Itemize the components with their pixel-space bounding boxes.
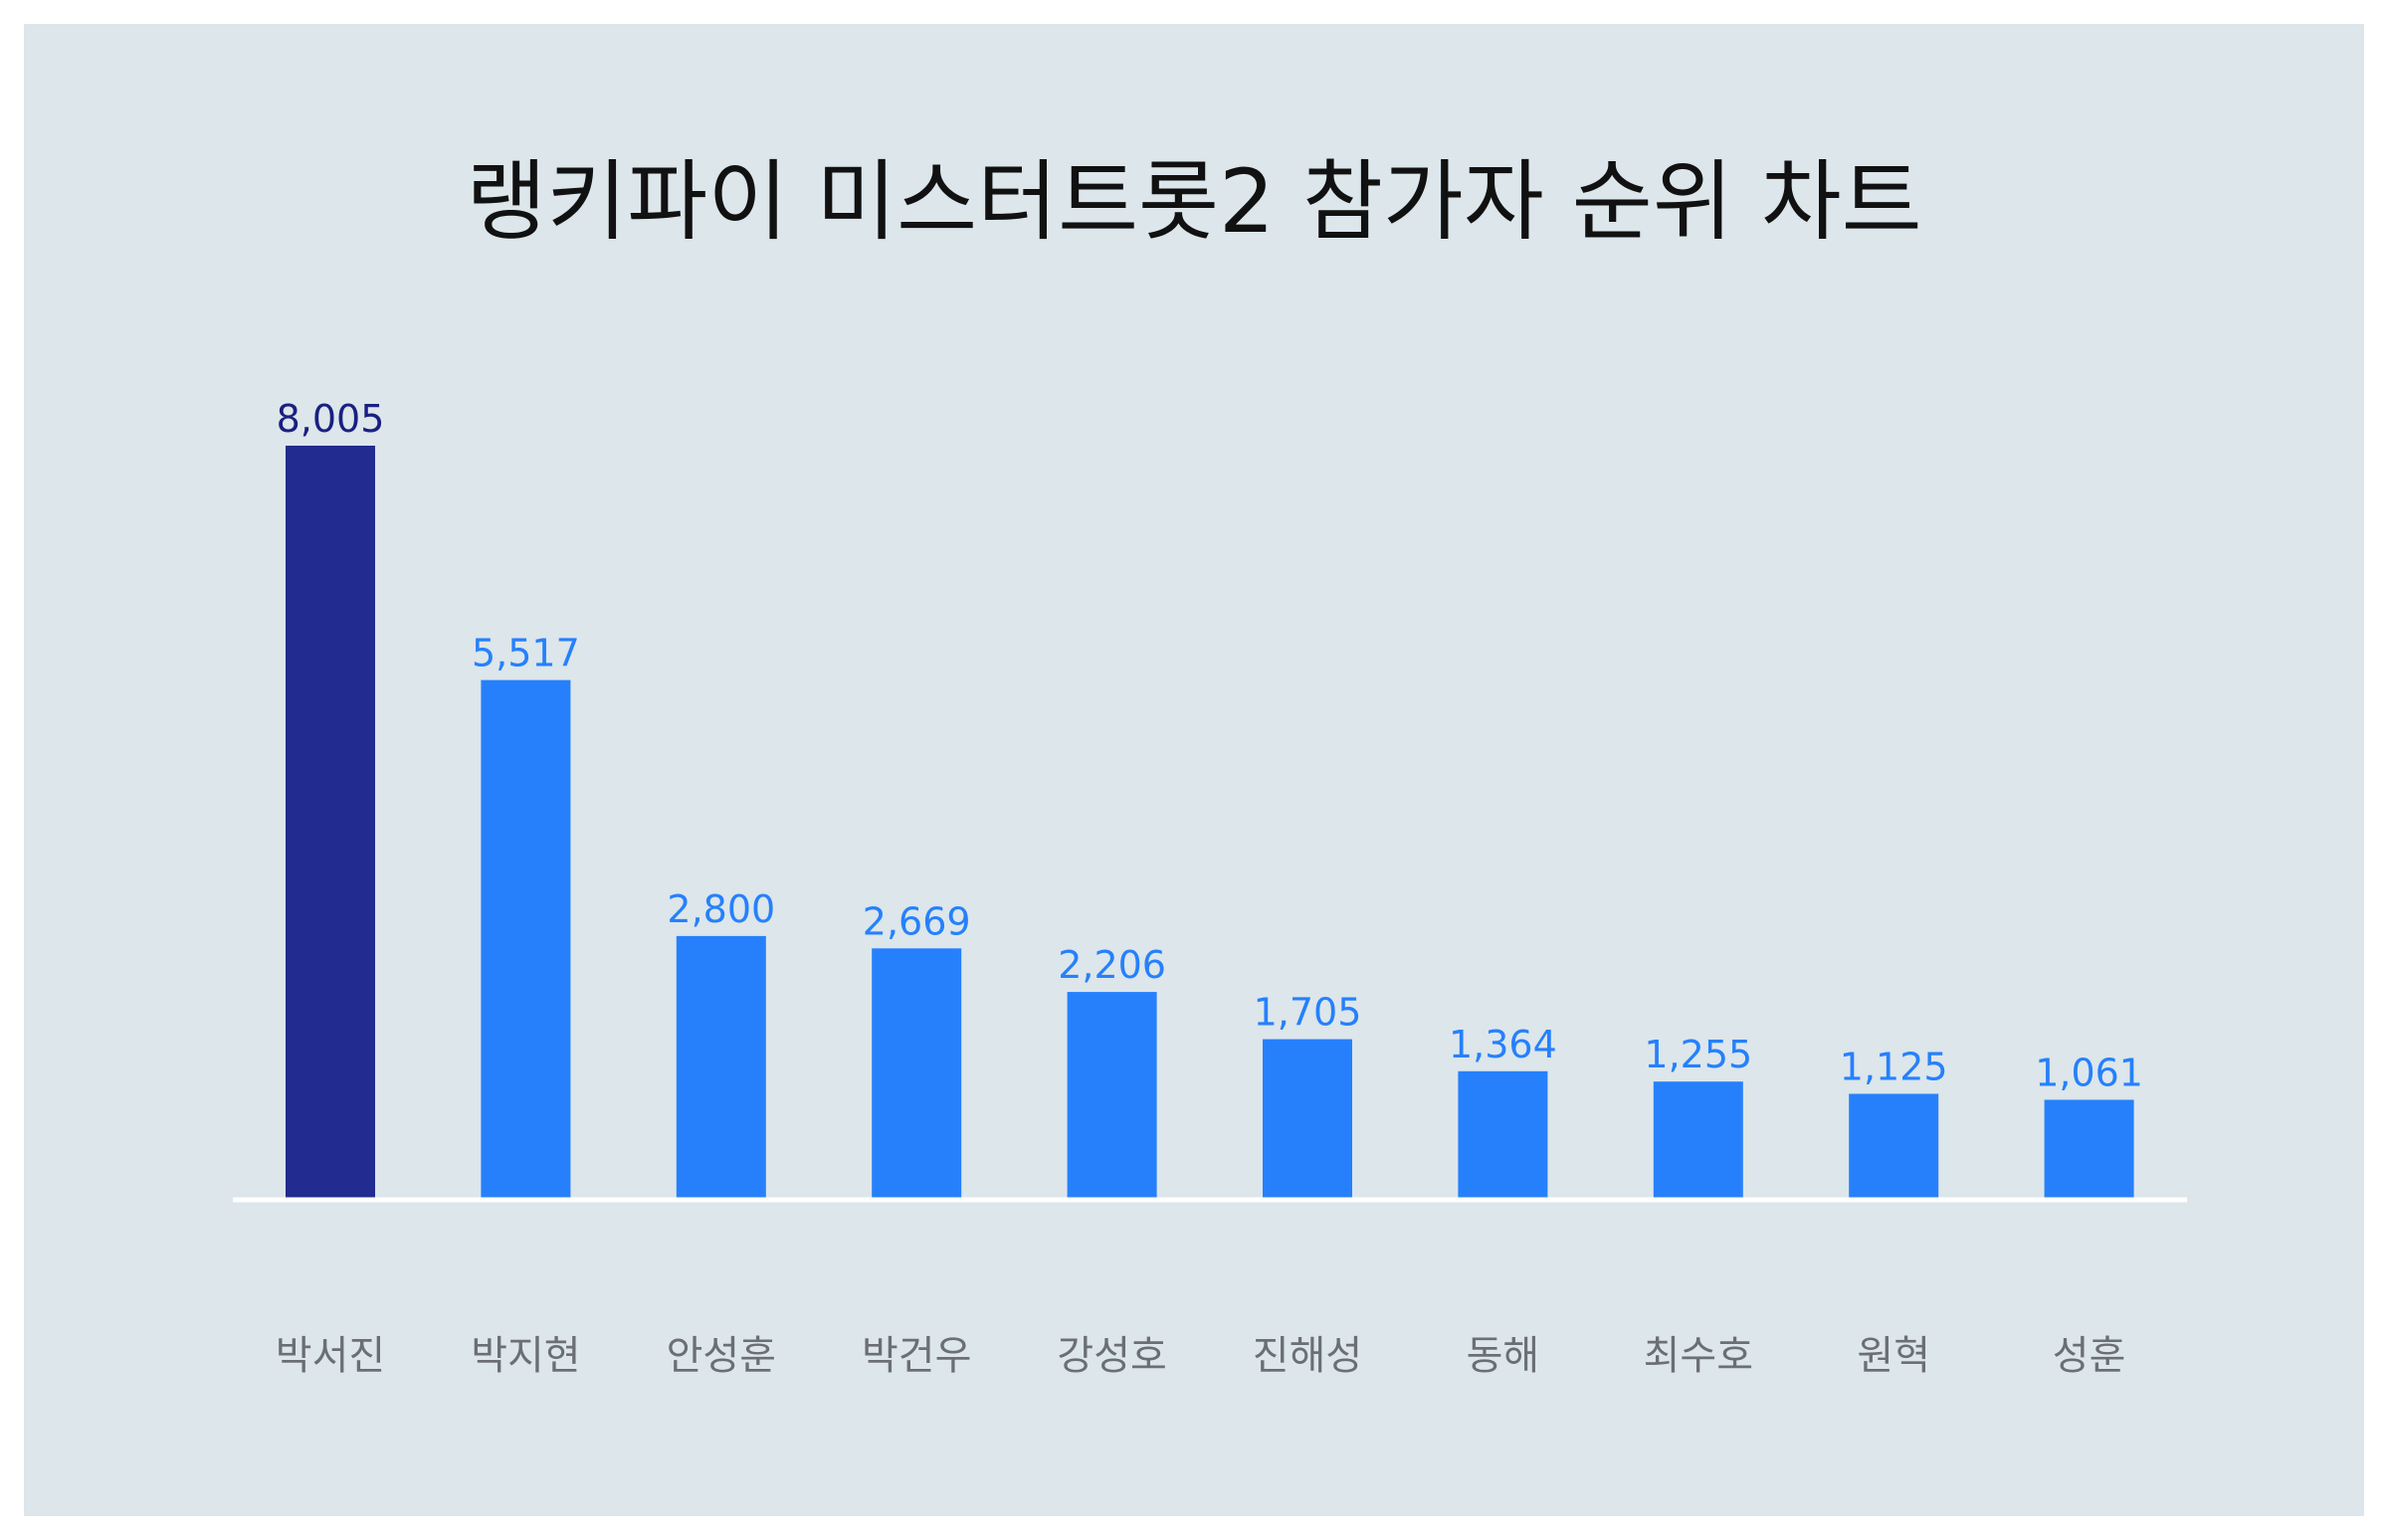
x-tick-label: 강성호 (1057, 1333, 1166, 1379)
bar-안성훈 (676, 935, 766, 1200)
x-tick-label: 성훈 (2053, 1333, 2126, 1379)
data-label: 1,705 (1254, 991, 1362, 1035)
x-tick-label: 박지현 (471, 1333, 580, 1379)
data-label: 1,255 (1644, 1033, 1752, 1076)
data-label: 1,125 (1840, 1046, 1948, 1089)
x-tick-label: 최수호 (1644, 1333, 1753, 1379)
bar-강성호 (1067, 992, 1157, 1200)
data-label: 2,206 (1058, 943, 1166, 987)
data-label: 2,669 (863, 899, 971, 943)
data-label: 1,364 (1449, 1023, 1557, 1066)
bar-박서진 (286, 446, 375, 1200)
data-label: 2,800 (667, 887, 775, 931)
x-tick-label: 동해 (1467, 1333, 1540, 1379)
bar-원혁 (1849, 1093, 1939, 1200)
x-tick-label: 안성훈 (667, 1333, 776, 1379)
chart-background (24, 24, 2364, 1516)
x-tick-label: 원혁 (1857, 1333, 1930, 1379)
chart-title: 랭키파이 미스터트롯2 참가자 순위 차트 (466, 150, 1922, 253)
bar-박건우 (872, 948, 962, 1200)
x-tick-label: 진해성 (1253, 1333, 1362, 1379)
x-tick-label: 박서진 (276, 1333, 385, 1379)
bar-박지현 (481, 679, 571, 1200)
bar-진해성 (1263, 1039, 1352, 1200)
data-label: 5,517 (472, 632, 580, 675)
data-label: 8,005 (277, 397, 385, 441)
bar-동해 (1458, 1070, 1548, 1200)
bar-최수호 (1653, 1081, 1743, 1200)
data-label: 1,061 (2035, 1052, 2143, 1095)
bar-성훈 (2044, 1099, 2134, 1200)
x-tick-label: 박건우 (862, 1333, 971, 1379)
